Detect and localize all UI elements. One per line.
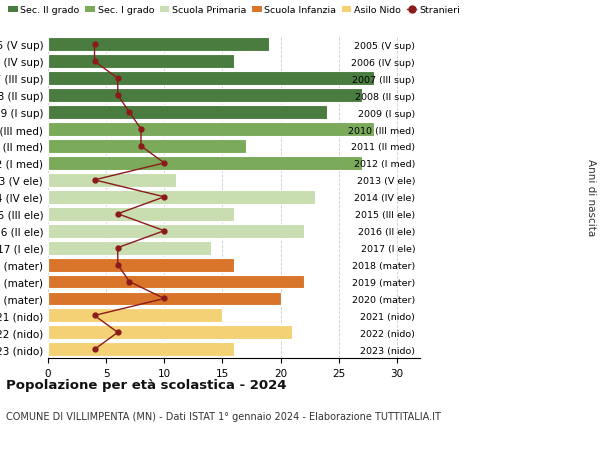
Text: Anni di nascita: Anni di nascita — [586, 159, 596, 236]
Bar — [48, 157, 362, 170]
Bar — [48, 224, 304, 238]
Bar — [48, 258, 234, 272]
Bar — [48, 174, 176, 187]
Bar — [48, 275, 304, 289]
Text: COMUNE DI VILLIMPENTA (MN) - Dati ISTAT 1° gennaio 2024 - Elaborazione TUTTITALI: COMUNE DI VILLIMPENTA (MN) - Dati ISTAT … — [6, 411, 441, 421]
Bar — [48, 309, 223, 323]
Bar — [48, 106, 327, 120]
Bar — [48, 89, 362, 103]
Bar — [48, 38, 269, 52]
Bar — [48, 207, 234, 221]
Bar — [48, 292, 281, 306]
Bar — [48, 123, 373, 137]
Bar — [48, 326, 292, 340]
Bar — [48, 140, 245, 154]
Bar — [48, 55, 234, 69]
Text: Popolazione per età scolastica - 2024: Popolazione per età scolastica - 2024 — [6, 379, 287, 392]
Bar — [48, 342, 234, 357]
Bar — [48, 190, 316, 204]
Legend: Sec. II grado, Sec. I grado, Scuola Primaria, Scuola Infanzia, Asilo Nido, Stran: Sec. II grado, Sec. I grado, Scuola Prim… — [4, 3, 464, 19]
Bar — [48, 72, 373, 86]
Bar — [48, 241, 211, 255]
